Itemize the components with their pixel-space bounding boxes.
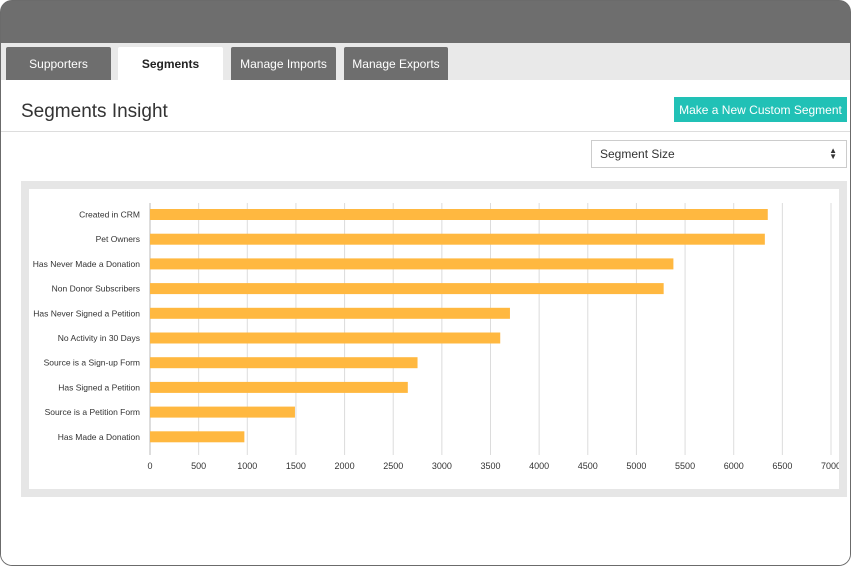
bar[interactable] — [150, 233, 765, 245]
x-tick-label: 4000 — [529, 461, 549, 471]
x-tick-label: 0 — [147, 461, 152, 471]
new-custom-segment-button[interactable]: Make a New Custom Segment — [674, 97, 847, 122]
x-tick-label: 2000 — [335, 461, 355, 471]
bar[interactable] — [150, 381, 408, 393]
category-label: Source is a Sign-up Form — [44, 358, 140, 368]
category-label: Non Donor Subscribers — [52, 284, 140, 294]
sort-arrows-icon: ▲ ▼ — [829, 146, 837, 161]
x-tick-label: 500 — [191, 461, 206, 471]
bar[interactable] — [150, 357, 418, 369]
x-tick-label: 6500 — [772, 461, 792, 471]
bar[interactable] — [150, 209, 768, 220]
tab-manage-exports[interactable]: Manage Exports — [344, 47, 448, 80]
bar[interactable] — [150, 307, 510, 319]
category-label: Has Never Signed a Petition — [33, 308, 140, 318]
x-tick-label: 6000 — [724, 461, 744, 471]
x-tick-label: 3500 — [480, 461, 500, 471]
category-label: Has Signed a Petition — [58, 382, 140, 392]
chart-panel: 0 500 1000 1500 2000 2500 3000 3500 4000 4500 5000… — [21, 181, 847, 497]
segments-bar-chart: 0 500 1000 1500 2000 2500 3000 3500 4000 4500 5000… — [33, 203, 839, 471]
tab-manage-imports[interactable]: Manage Imports — [231, 47, 336, 80]
bar[interactable] — [150, 431, 245, 443]
x-tick-label: 3000 — [432, 461, 452, 471]
x-tick-label: 1000 — [237, 461, 257, 471]
metric-select[interactable]: Segment Size ▲ ▼ — [591, 140, 847, 168]
bar[interactable] — [150, 283, 664, 295]
top-bar — [1, 1, 850, 43]
tab-segments[interactable]: Segments — [118, 47, 223, 80]
metric-select-value: Segment Size — [600, 147, 675, 161]
category-label: Pet Owners — [96, 234, 140, 244]
page-title: Segments Insight — [21, 101, 168, 122]
chart-area: 0 500 1000 1500 2000 2500 3000 3500 4000 4500 5000… — [29, 189, 839, 489]
category-label: Created in CRM — [79, 210, 140, 220]
x-tick-label: 4500 — [578, 461, 598, 471]
category-label: Has Never Made a Donation — [33, 259, 141, 269]
x-tick-label: 5000 — [626, 461, 646, 471]
tab-strip: Supporters Segments Manage Imports Manag… — [1, 43, 850, 80]
x-tick-label: 5500 — [675, 461, 695, 471]
tab-supporters[interactable]: Supporters — [6, 47, 111, 80]
category-label: Has Made a Donation — [58, 432, 140, 442]
x-tick-label: 1500 — [286, 461, 306, 471]
x-tick-label: 2500 — [383, 461, 403, 471]
main-content: Segments Insight Make a New Custom Segme… — [1, 80, 850, 565]
category-label: Source is a Petition Form — [45, 407, 140, 417]
divider — [1, 131, 850, 132]
category-label: No Activity in 30 Days — [58, 333, 140, 343]
x-tick-label: 7000 — [821, 461, 839, 471]
bar[interactable] — [150, 332, 501, 344]
bar[interactable] — [150, 406, 295, 418]
bar[interactable] — [150, 258, 674, 270]
